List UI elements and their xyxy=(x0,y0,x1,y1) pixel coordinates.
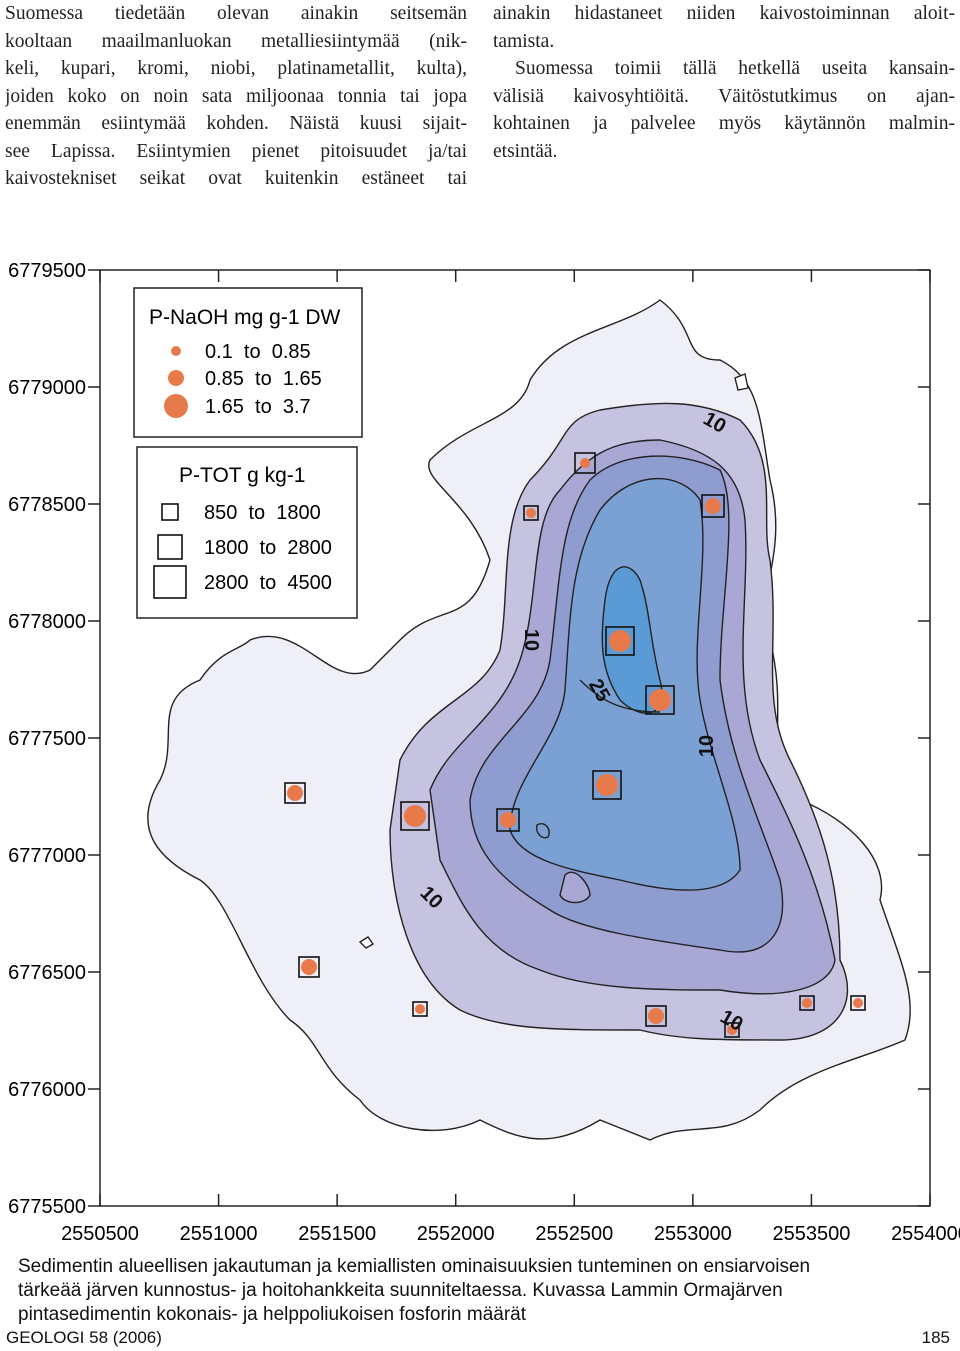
contour-region xyxy=(601,566,663,714)
contour-island xyxy=(358,936,375,949)
sample-dot xyxy=(648,1008,664,1024)
caption-line: tärkeää järven kunnostus- ja hoitohankke… xyxy=(18,1280,783,1301)
legend-label: 2800 to 4500 xyxy=(204,572,332,594)
x-tick-label: 2553500 xyxy=(772,1223,850,1245)
caption-line: Sedimentin alueellisen jakautuman ja kem… xyxy=(18,1256,811,1277)
sample-box xyxy=(574,452,596,474)
sample-dot xyxy=(609,630,631,652)
legends: P-NaOH mg g-1 DW 0.1 to 0.85 0.85 to 1.65 1… xyxy=(133,287,363,619)
sample-dot xyxy=(404,805,426,827)
contour-label: 10 xyxy=(520,629,542,651)
legend-label: 0.85 to 1.65 xyxy=(205,368,322,390)
axes: 2550500 2551000 2551500 2552000 2552500 25530… xyxy=(8,260,960,1245)
contours xyxy=(147,299,911,1141)
legend-label: 0.1 to 0.85 xyxy=(205,341,311,363)
sample-box xyxy=(799,995,815,1011)
sample-box xyxy=(298,956,320,978)
x-tick-label: 2551000 xyxy=(180,1223,258,1245)
text-line: kaivostekniset seikat ovat kuitenkin est… xyxy=(5,168,467,189)
legend-square xyxy=(161,503,179,521)
caption-line: pintasedimentin kokonais- ja helppoliuko… xyxy=(18,1304,527,1325)
left-column: Suomessa tiedetään olevan ainakin seitse… xyxy=(5,0,467,193)
legend-title: P-NaOH mg g-1 DW xyxy=(149,306,341,329)
text-line: kohtainen ja palvelee myös käytännön mal… xyxy=(493,113,955,134)
text-line: kooltaan maailmanluokan metalliesiintymä… xyxy=(5,30,467,52)
legend-box xyxy=(136,446,358,619)
y-tick-label: 6778000 xyxy=(8,611,86,633)
legend-label: 1800 to 2800 xyxy=(204,537,332,559)
sample-box xyxy=(850,995,866,1011)
x-tick-label: 2553000 xyxy=(654,1223,732,1245)
y-tick-label: 6776000 xyxy=(8,1079,86,1101)
text-line: tamista. xyxy=(493,30,555,52)
text-line: joiden koko on noin sata miljoonaa tonni… xyxy=(5,85,467,107)
sample-box xyxy=(412,1001,428,1017)
x-tick-label: 2551500 xyxy=(298,1223,376,1245)
sample-dot xyxy=(802,998,812,1008)
legend-box xyxy=(133,287,363,438)
text-line: enemmän esiintymää kohden. Näistä kuusi … xyxy=(5,113,467,134)
contour-island xyxy=(734,373,749,391)
sample-dot xyxy=(853,998,863,1008)
sample-box xyxy=(400,801,430,831)
text-line: see Lapissa. Esiintymien pienet pitoisuu… xyxy=(5,140,467,162)
sample-box xyxy=(645,685,675,715)
sample-box xyxy=(605,626,635,656)
legend-square xyxy=(157,534,183,560)
sample-dot xyxy=(727,1025,737,1035)
legend-title: P-TOT g kg-1 xyxy=(179,464,305,487)
text-line: välisiä kaivosyhtiöitä. Väitöstutkimus o… xyxy=(493,85,955,107)
sample-dot xyxy=(705,498,721,514)
contour-line xyxy=(579,679,661,713)
x-tick-label: 2552500 xyxy=(535,1223,613,1245)
y-tick-label: 6776500 xyxy=(8,962,86,984)
sample-dot xyxy=(596,774,618,796)
footer-right: 185 xyxy=(921,1328,950,1347)
text-line: ainakin hidastaneet niiden kaivostoiminn… xyxy=(493,3,955,24)
text-line: keli, kupari, kromi, niobi, platinametal… xyxy=(5,58,467,79)
legend-label: 1.65 to 3.7 xyxy=(205,396,311,418)
footer-left: GEOLOGI 58 (2006) xyxy=(6,1328,162,1347)
text-line: Suomessa toimii tällä hetkellä useita ka… xyxy=(515,58,955,79)
legend-dot xyxy=(168,370,184,386)
sample-dot xyxy=(287,785,303,801)
sample-dot xyxy=(526,508,536,518)
contour-island xyxy=(535,823,550,839)
sample-box xyxy=(701,494,725,518)
x-tick-label: 2554000 xyxy=(891,1223,960,1245)
x-tick-label: 2550500 xyxy=(61,1223,139,1245)
right-column: ainakin hidastaneet niiden kaivostoiminn… xyxy=(493,0,955,165)
sample-dot xyxy=(301,959,317,975)
legend-dot xyxy=(171,346,181,356)
text-line: Suomessa tiedetään olevan ainakin seitse… xyxy=(5,3,467,24)
samples xyxy=(284,452,866,1038)
y-tick-label: 6777500 xyxy=(8,728,86,750)
sample-dot xyxy=(580,458,590,468)
sample-box xyxy=(284,782,306,804)
sample-box xyxy=(592,770,622,800)
y-tick-label: 6777000 xyxy=(8,845,86,867)
sample-box xyxy=(645,1005,667,1027)
sample-dot xyxy=(415,1004,425,1014)
sample-dot xyxy=(649,689,671,711)
contour-island xyxy=(559,871,591,904)
sample-box xyxy=(496,808,520,832)
sample-box xyxy=(724,1022,740,1038)
legend-square xyxy=(153,565,187,599)
text-line: etsintää. xyxy=(493,140,558,162)
contour-label: 10 xyxy=(696,735,718,757)
y-tick-label: 6779000 xyxy=(8,377,86,399)
y-tick-label: 6775500 xyxy=(8,1196,86,1218)
x-tick-label: 2552000 xyxy=(417,1223,495,1245)
sample-dot xyxy=(500,812,516,828)
legend-dot xyxy=(164,394,188,418)
y-tick-label: 6778500 xyxy=(8,494,86,516)
sample-box xyxy=(523,505,539,521)
y-tick-label: 6779500 xyxy=(8,260,86,282)
legend-label: 850 to 1800 xyxy=(204,502,321,524)
